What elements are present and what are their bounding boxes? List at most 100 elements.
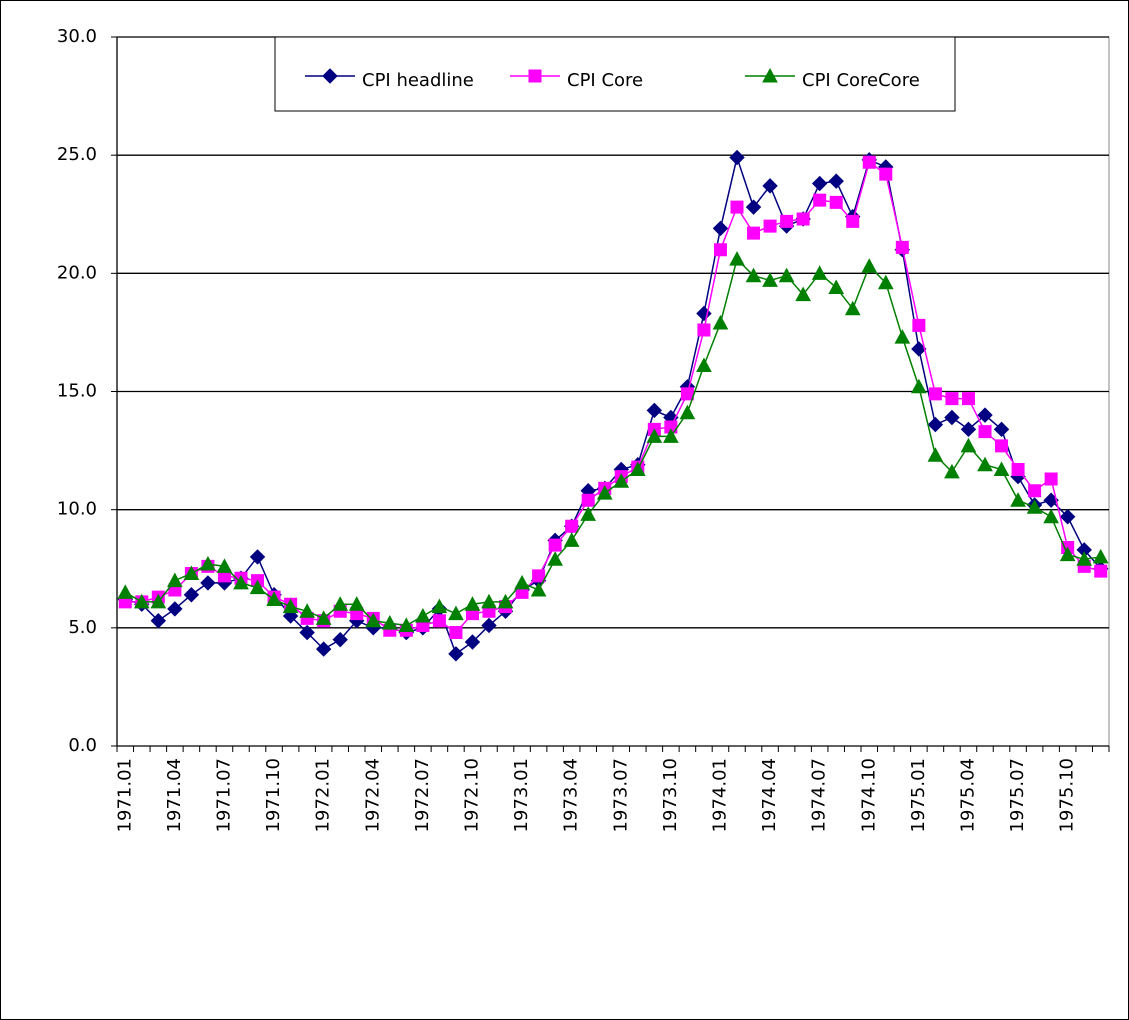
- x-tick-label: 1971.01: [114, 758, 135, 832]
- x-tick-label: 1975.10: [1057, 758, 1078, 832]
- data-point: [150, 593, 167, 609]
- data-point: [712, 314, 729, 330]
- data-point: [977, 456, 993, 472]
- data-point: [696, 357, 712, 373]
- data-point: [1076, 551, 1093, 566]
- legend-label: CPI Core: [567, 70, 643, 91]
- data-point: [895, 240, 909, 254]
- data-point: [431, 598, 448, 614]
- data-point: [811, 175, 828, 192]
- data-point: [729, 149, 745, 166]
- data-point: [249, 549, 266, 565]
- y-tick-label: 5.0: [68, 617, 97, 638]
- data-point: [911, 378, 927, 394]
- data-point: [879, 167, 893, 181]
- data-point: [532, 569, 546, 583]
- data-point: [944, 463, 960, 479]
- data-point: [299, 603, 315, 618]
- data-point: [1044, 472, 1058, 486]
- data-point: [877, 274, 894, 290]
- legend-marker: [528, 69, 542, 83]
- data-point: [978, 425, 992, 439]
- data-point: [1092, 548, 1109, 564]
- data-point: [167, 601, 183, 617]
- data-point: [1010, 492, 1026, 507]
- y-tick-label: 10.0: [57, 499, 97, 520]
- data-point: [828, 173, 844, 189]
- data-point: [565, 519, 579, 533]
- data-point: [117, 584, 134, 599]
- data-point: [1059, 546, 1076, 562]
- data-point: [679, 404, 696, 420]
- data-point: [712, 220, 729, 237]
- data-point: [481, 617, 497, 634]
- data-point: [596, 485, 613, 500]
- data-point: [530, 581, 547, 597]
- data-point: [829, 195, 843, 209]
- data-point: [697, 323, 711, 337]
- data-point: [249, 579, 266, 595]
- data-point: [1094, 564, 1108, 578]
- data-point: [581, 493, 595, 507]
- data-point: [1011, 462, 1025, 476]
- data-point: [1026, 499, 1043, 514]
- data-point: [282, 598, 299, 614]
- data-point: [514, 574, 530, 590]
- data-point: [464, 634, 481, 650]
- data-point: [928, 387, 942, 401]
- x-tick-label: 1971.04: [164, 758, 185, 832]
- data-point: [580, 506, 597, 521]
- x-tick-label: 1972.01: [313, 758, 334, 832]
- data-point: [977, 407, 993, 423]
- data-point: [730, 200, 744, 214]
- data-point: [183, 565, 200, 580]
- data-point: [497, 593, 514, 609]
- data-point: [299, 624, 315, 641]
- legend-box: [274, 36, 956, 112]
- data-point: [216, 558, 233, 573]
- x-tick-label: 1972.07: [412, 758, 433, 832]
- data-point: [646, 402, 663, 419]
- data-point: [944, 409, 960, 426]
- data-point: [449, 626, 463, 640]
- data-point: [846, 214, 860, 228]
- data-point: [464, 596, 481, 611]
- data-point: [993, 421, 1010, 438]
- data-point: [780, 214, 794, 228]
- data-point: [927, 447, 944, 462]
- data-point: [664, 420, 678, 434]
- data-point: [894, 329, 911, 344]
- data-point: [912, 318, 926, 332]
- data-point: [844, 300, 861, 316]
- data-point: [745, 199, 762, 215]
- data-point: [381, 615, 398, 630]
- data-point: [150, 613, 167, 629]
- data-point: [927, 416, 944, 433]
- data-point: [432, 614, 446, 628]
- y-tick-label: 15.0: [57, 381, 97, 402]
- data-point: [315, 641, 332, 657]
- data-point: [398, 617, 415, 632]
- data-point: [729, 251, 745, 266]
- x-tick-label: 1971.07: [213, 758, 234, 832]
- data-point: [547, 551, 563, 566]
- data-point: [646, 428, 663, 443]
- data-point: [415, 607, 431, 623]
- data-point: [778, 267, 795, 283]
- data-point: [713, 243, 727, 257]
- x-tick-label: 1973.10: [660, 758, 681, 832]
- x-tick-label: 1974.07: [809, 758, 830, 832]
- data-point: [448, 646, 464, 662]
- x-tick-label: 1972.04: [362, 758, 383, 832]
- y-tick-label: 30.0: [57, 26, 97, 47]
- data-point: [233, 574, 249, 590]
- data-point: [200, 555, 216, 571]
- legend-label: CPI headline: [362, 70, 474, 91]
- x-tick-label: 1974.01: [709, 758, 730, 832]
- data-point: [861, 258, 878, 273]
- x-tick-label: 1973.01: [511, 758, 532, 832]
- data-point: [448, 605, 464, 621]
- data-point: [1059, 509, 1076, 525]
